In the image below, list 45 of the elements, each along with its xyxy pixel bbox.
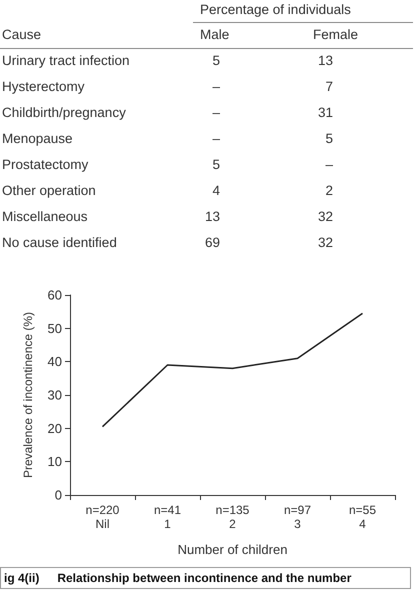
data-label: 13 bbox=[204, 209, 220, 224]
text: – bbox=[325, 157, 333, 172]
y-tick-label: 30 bbox=[48, 388, 62, 402]
y-tick-label: 20 bbox=[48, 420, 62, 436]
data-label: 5 bbox=[211, 53, 220, 68]
category-label: No cause identified bbox=[2, 235, 117, 250]
data-label: 69 bbox=[204, 235, 220, 250]
category-label: Hysterectomy bbox=[2, 79, 85, 94]
text: Female bbox=[313, 27, 358, 42]
y-tick-label: 60 bbox=[48, 288, 62, 302]
data-label: 2 bbox=[324, 183, 333, 198]
data-label: 32 bbox=[316, 235, 333, 250]
category-label: Miscellaneous bbox=[2, 209, 88, 224]
category-label: Urinary tract infection bbox=[2, 53, 130, 68]
text: – bbox=[212, 131, 220, 146]
data-label: 32 bbox=[316, 209, 333, 224]
x-axis-title: Number of children bbox=[178, 542, 288, 557]
data-label: 7 bbox=[324, 79, 333, 94]
data-label: 5 bbox=[324, 131, 333, 146]
category-label: Childbirth/pregnancy bbox=[2, 105, 126, 120]
text: – bbox=[212, 105, 220, 120]
category-label: Menopause bbox=[2, 131, 73, 146]
data-label: 13 bbox=[316, 53, 333, 68]
text: Male bbox=[200, 27, 230, 42]
text: – bbox=[211, 79, 220, 94]
x-tick-label: n=220 Nil bbox=[86, 503, 120, 531]
line-series bbox=[102, 312, 364, 428]
data-label: 5 bbox=[211, 157, 220, 172]
y-tick-label: 50 bbox=[48, 320, 62, 336]
y-axis-title: Prevalence of incontinence (%) bbox=[21, 312, 35, 478]
category-label: Prostatectomy bbox=[2, 157, 88, 172]
y-tick-label: 40 bbox=[48, 354, 62, 370]
y-tick-label: 10 bbox=[48, 454, 62, 470]
x-tick-label: n=41 1 bbox=[154, 503, 182, 531]
x-tick-label: n=97 3 bbox=[284, 503, 312, 531]
legend-title: Percentage of individuals bbox=[200, 2, 351, 17]
data-label: 31 bbox=[316, 105, 333, 120]
category-label: Other operation bbox=[2, 183, 96, 198]
text: Cause bbox=[2, 27, 42, 42]
text: Relationship between incontinence and the number bbox=[57, 571, 352, 585]
y-tick-label: 0 bbox=[54, 488, 62, 502]
x-tick-label: n=135 2 bbox=[216, 503, 250, 531]
text: ig 4(ii) bbox=[4, 571, 40, 585]
x-tick-label: n=55 4 bbox=[348, 503, 376, 531]
data-label: 4 bbox=[211, 183, 220, 198]
